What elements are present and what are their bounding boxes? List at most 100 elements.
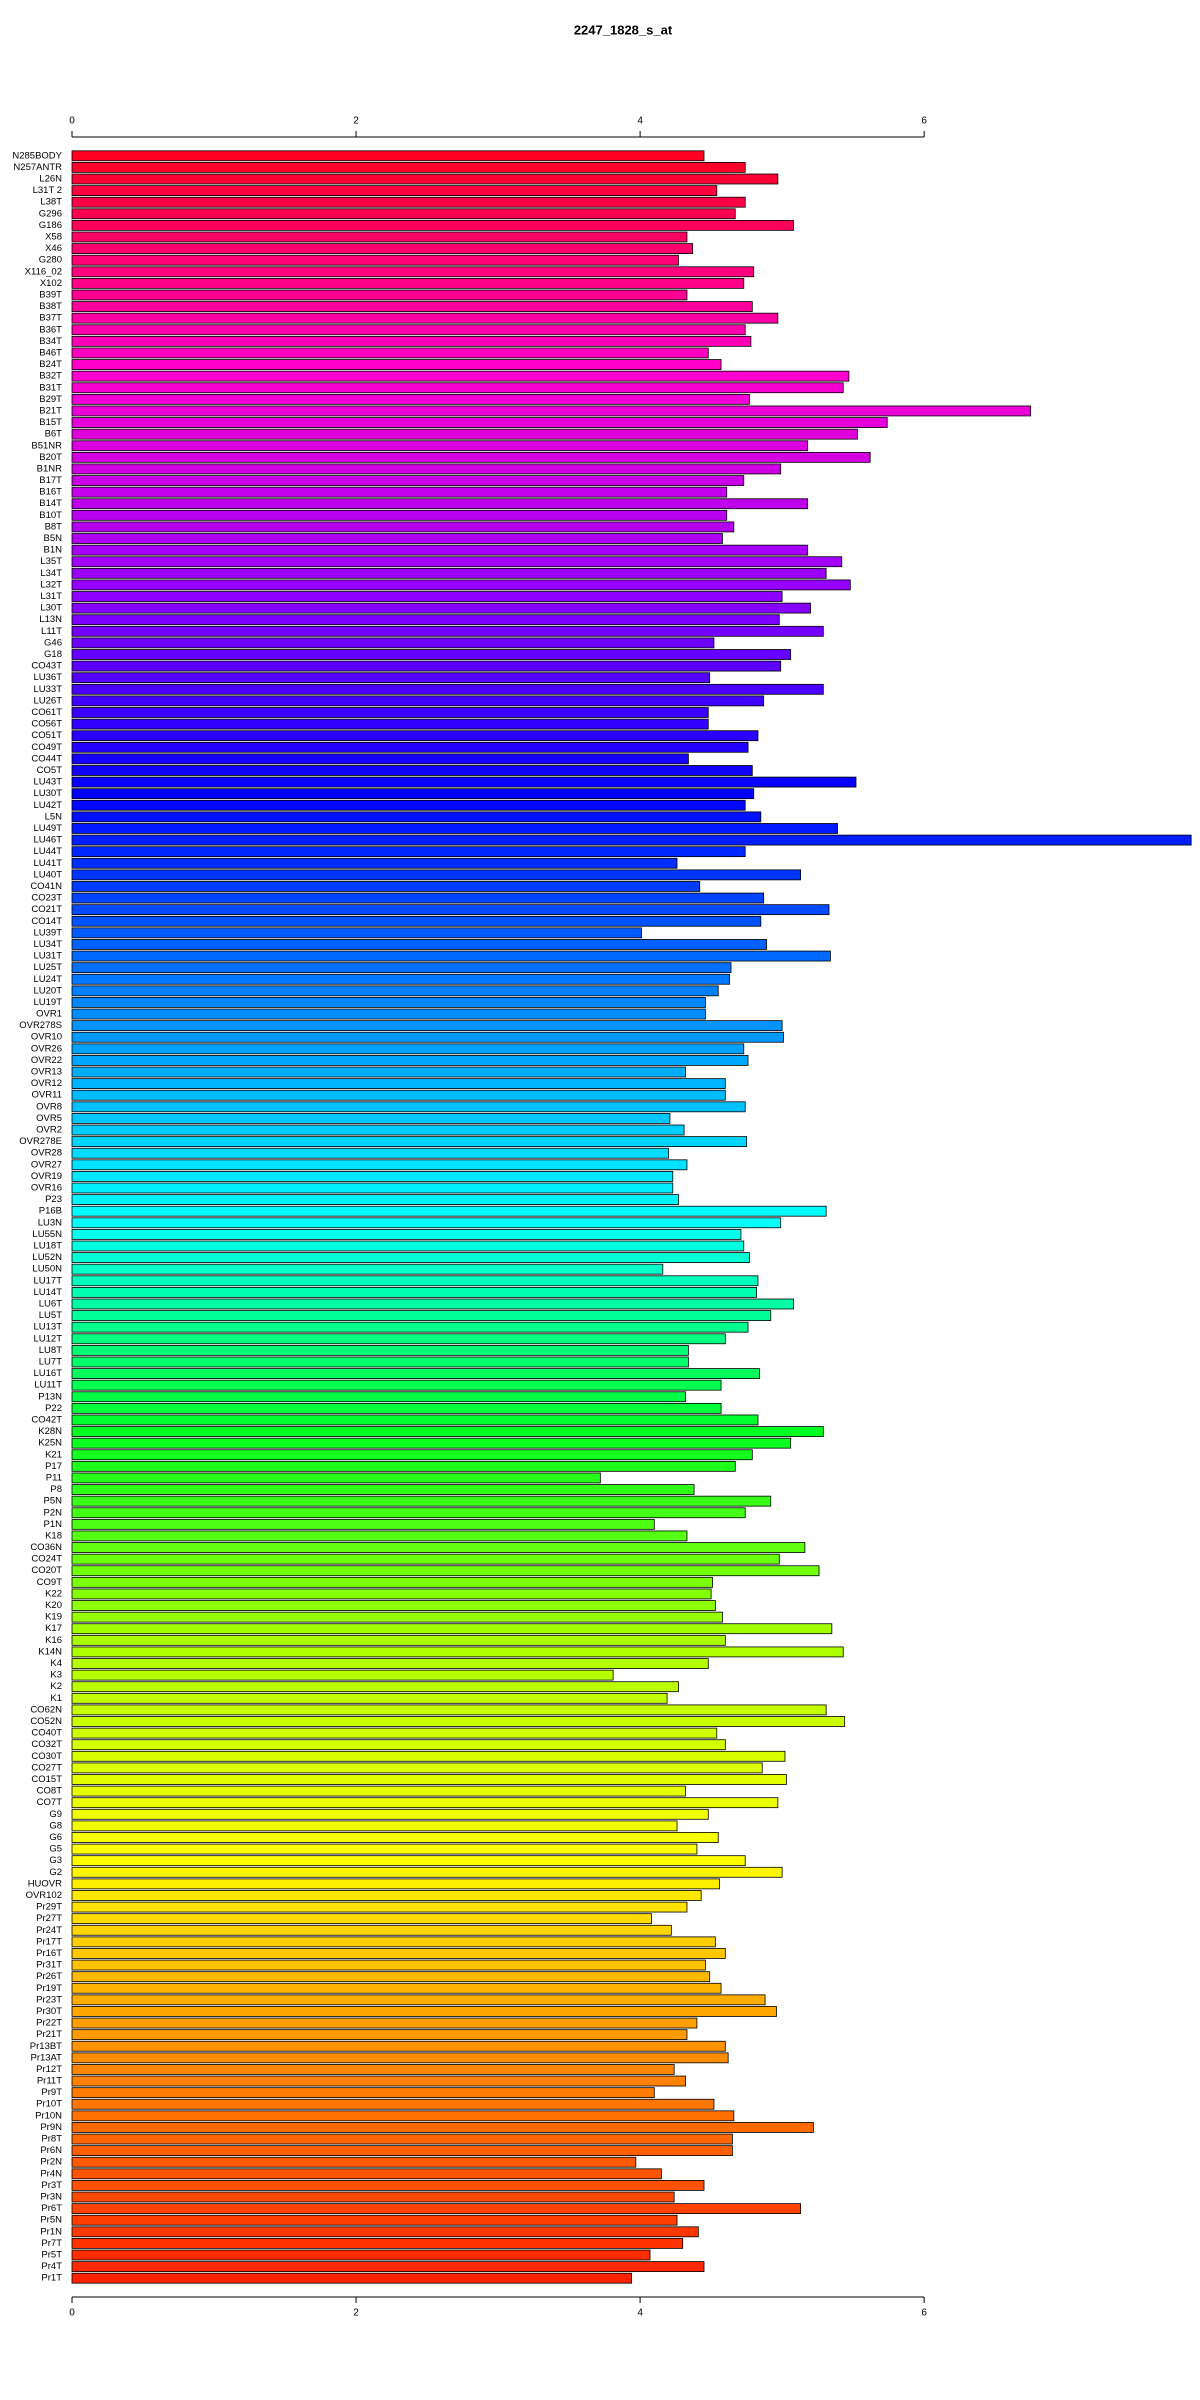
bar: [71, 730, 759, 742]
y-tick-label: OVR19: [31, 1171, 62, 1182]
bar: [71, 1890, 702, 1901]
y-tick-label: K14N: [38, 1646, 62, 1657]
y-tick-label: Pr7T: [41, 2238, 62, 2249]
y-tick-label: CO56T: [31, 719, 62, 730]
y-tick-label: K4: [50, 1658, 62, 1669]
y-tick-label: CO51T: [31, 730, 62, 741]
bar: [71, 498, 809, 510]
y-tick-label: LU25T: [33, 962, 62, 973]
bar: [71, 2029, 688, 2041]
y-tick-label: G5: [49, 1844, 62, 1855]
bar: [71, 150, 705, 162]
bar: [71, 393, 750, 405]
y-tick-label: CO40T: [31, 1728, 62, 1739]
bar: [71, 834, 1192, 846]
y-tick-label: K3: [50, 1670, 62, 1681]
y-tick-label: LU13T: [33, 1322, 62, 1333]
y-tick-label: OVR12: [31, 1078, 62, 1089]
y-tick-label: B34T: [39, 336, 62, 347]
y-tick-label: B17T: [39, 475, 62, 486]
y-tick-label: CO42T: [31, 1414, 62, 1425]
bar: [71, 1750, 786, 1762]
y-tick-label: P17: [45, 1461, 62, 1472]
y-tick-label: Pr17T: [36, 1936, 62, 1947]
y-tick-label: L32T: [40, 579, 62, 590]
bar: [71, 533, 723, 544]
bar: [71, 1136, 748, 1148]
y-tick-label: CO23T: [31, 893, 62, 904]
bar: [71, 753, 689, 765]
y-tick-label: G6: [49, 1832, 62, 1843]
bar: [71, 1275, 759, 1287]
y-tick-label: B21T: [39, 405, 62, 416]
bar: [71, 1936, 716, 1948]
bar: [71, 1808, 709, 1820]
y-tick-label: B6T: [45, 429, 63, 440]
y-tick-label: OVR16: [31, 1183, 62, 1194]
bar: [71, 985, 719, 997]
y-tick-label: OVR278S: [19, 1020, 62, 1031]
bar: [71, 208, 736, 220]
y-tick-label: L31T: [40, 591, 62, 602]
y-tick-label: G3: [49, 1855, 62, 1866]
bar: [71, 1959, 706, 1971]
y-tick-label: CO43T: [31, 661, 62, 672]
y-tick-label: LU19T: [33, 997, 62, 1008]
bar: [71, 463, 782, 475]
bar: [71, 939, 767, 950]
y-tick-label: L34T: [40, 568, 62, 579]
bar: [71, 417, 888, 428]
y-tick-label: K22: [45, 1588, 62, 1599]
bar: [71, 2180, 705, 2191]
bar: [71, 1229, 742, 1240]
y-tick-label: CO44T: [31, 753, 62, 764]
bar: [71, 1762, 763, 1774]
y-tick-label: OVR8: [36, 1101, 62, 1112]
bar: [71, 1240, 745, 1252]
bar: [71, 1530, 688, 1542]
bar: [71, 892, 765, 904]
bar: [71, 2191, 675, 2203]
bar: [71, 1855, 746, 1867]
y-tick-label: Pr30T: [36, 2006, 62, 2017]
bar: [71, 1994, 766, 2006]
y-tick-label: G296: [39, 208, 62, 219]
bar: [71, 2110, 735, 2122]
bar: [71, 1286, 757, 1298]
y-tick-label: OVR10: [31, 1032, 62, 1043]
y-tick-label: P11: [46, 1472, 62, 1483]
bar: [71, 1472, 601, 1484]
bar: [71, 1971, 711, 1983]
y-tick-label: P5N: [44, 1496, 63, 1507]
y-tick-label: B5N: [44, 533, 63, 544]
bar: [71, 486, 728, 498]
bar: [71, 637, 715, 649]
y-tick-label: Pr21T: [36, 2029, 62, 2040]
y-tick-label: LU26T: [33, 695, 62, 706]
bar: [71, 1460, 736, 1472]
bar: [71, 799, 746, 811]
y-tick-label: CO7T: [37, 1797, 63, 1808]
bar: [71, 347, 709, 359]
bar: [71, 382, 844, 394]
y-tick-label: Pr6T: [41, 2203, 62, 2214]
bar: [71, 788, 755, 800]
bar: [71, 2006, 777, 2017]
bar: [71, 2122, 814, 2133]
bar: [71, 997, 706, 1008]
y-tick-label: K28N: [38, 1426, 62, 1437]
bar: [71, 1692, 668, 1704]
y-tick-label: Pr26T: [36, 1971, 62, 1982]
bar: [71, 741, 749, 753]
y-tick-label: OVR2: [36, 1125, 62, 1136]
bar: [71, 1716, 846, 1727]
bar: [71, 2087, 655, 2099]
bar: [71, 1623, 833, 1635]
x-tick-label: 4: [637, 116, 643, 127]
bar: [71, 846, 746, 858]
bar: [71, 1344, 689, 1356]
bar: [71, 162, 746, 173]
y-tick-label: Pr23T: [36, 1994, 62, 2005]
y-tick-label: LU8T: [39, 1345, 62, 1356]
